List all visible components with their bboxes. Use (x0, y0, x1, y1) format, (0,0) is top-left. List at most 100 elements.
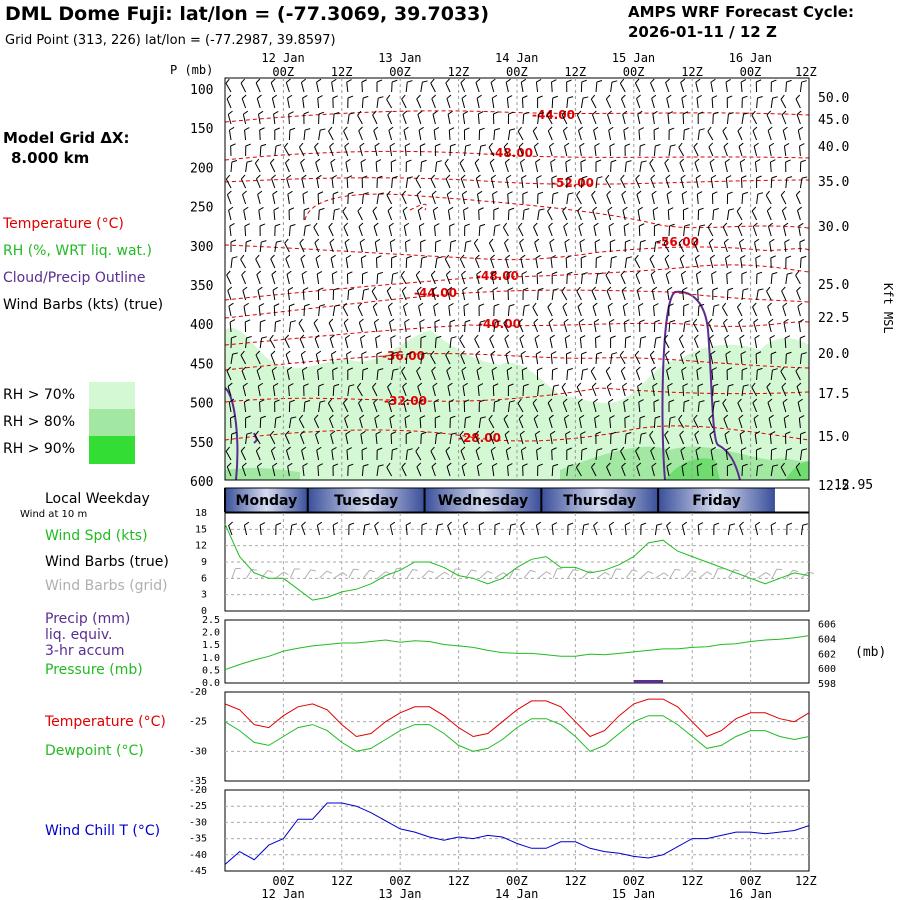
wind-barb (228, 302, 234, 317)
wind-barb (317, 287, 324, 301)
wind-barb (741, 191, 748, 205)
wind-barb (449, 432, 457, 445)
wind-barb (522, 191, 528, 205)
wind-barb (245, 415, 251, 428)
surface-barb (374, 521, 379, 536)
weekday-cell: Monday (224, 488, 308, 512)
wind-barb (711, 367, 717, 381)
wind-barb (434, 239, 441, 253)
wind-barb (475, 446, 481, 461)
wind-barb (405, 255, 412, 269)
wind-barb (287, 190, 293, 205)
wind-barb (274, 399, 280, 413)
wind-barb (284, 430, 290, 445)
wind-barb (461, 190, 468, 205)
wind-barb (682, 111, 689, 125)
wind-barb (229, 415, 236, 429)
wind-barb (478, 127, 485, 141)
wind-barb (329, 238, 335, 253)
wind-barb (653, 223, 660, 236)
wind-barb (318, 304, 325, 317)
wind-barb (620, 94, 626, 109)
wind-barb (230, 239, 237, 252)
wind-barb (681, 94, 687, 109)
wind-barb (474, 254, 480, 269)
wind-barb (797, 398, 803, 413)
pressure-tick-right: 598 (818, 679, 836, 690)
wind-barb (431, 94, 437, 109)
wind-barb (593, 318, 600, 333)
pressure-tick: 450 (190, 357, 213, 372)
wind-barb (591, 110, 597, 125)
wind-barb (419, 143, 426, 157)
wind-barb (256, 462, 263, 477)
top-time-tick: 00Z (623, 65, 645, 79)
wind-barb (766, 110, 772, 125)
wind-barb (767, 302, 772, 317)
wind-barb (725, 78, 731, 93)
wind-barb (665, 446, 671, 461)
wind-barb (606, 462, 612, 477)
wind-barb (549, 334, 555, 349)
wind-barb (303, 111, 309, 125)
wind-barb (255, 446, 261, 461)
wind-barb (358, 318, 364, 333)
wind-barb (740, 175, 747, 189)
wind-barb (639, 239, 646, 253)
wind-barb (273, 303, 280, 317)
wind-barb (610, 431, 617, 445)
wind-barb (361, 464, 369, 477)
wind-barb (288, 127, 296, 141)
wind-barb (391, 255, 397, 268)
bottom-time-tick: 00Z (740, 874, 762, 888)
wind-barb (225, 78, 232, 93)
wind-barb (329, 334, 335, 349)
wind-barb (622, 110, 628, 125)
wind-barb (288, 416, 297, 429)
wind-barb (478, 207, 484, 221)
wind-barb (359, 142, 365, 157)
wind-barb (240, 350, 247, 365)
surface-barb (697, 522, 704, 536)
wind-barb (770, 272, 778, 285)
wind-barb (679, 430, 685, 445)
wind-barb (434, 432, 442, 445)
wind-barb (332, 191, 339, 204)
wind-barb (300, 158, 305, 173)
wind-barb (389, 142, 395, 157)
model-grid-label: Model Grid ΔX: (3, 129, 130, 147)
wind-barb (373, 126, 379, 141)
wind-barb (284, 238, 290, 253)
wind-barb (403, 398, 409, 413)
cross-section-panel: -44.00-48.00-52.00-56.00-48.00-44.00-40.… (170, 51, 895, 494)
wind-barb (316, 78, 322, 93)
height-tick: 25.0 (818, 278, 849, 293)
wind-barb (404, 318, 410, 333)
wind-barb (680, 270, 687, 285)
wind-barb (375, 255, 382, 269)
wind-barb (229, 319, 236, 333)
surface-barb (727, 523, 736, 536)
wind-barb (226, 190, 232, 205)
wind-barb (230, 143, 236, 157)
wind-barb (269, 158, 276, 173)
wind-barb (328, 222, 334, 237)
wind-barb (518, 142, 524, 157)
wind-barb (781, 206, 787, 221)
wind-barb (488, 238, 495, 253)
wind-barb (449, 336, 457, 349)
wind-barb (269, 430, 276, 445)
wind-barb (405, 352, 413, 365)
wind-barb (708, 142, 714, 157)
wind-barb (550, 158, 556, 173)
wind-barb (520, 446, 527, 461)
wind-barb (755, 79, 762, 93)
wind-barb (373, 318, 380, 333)
grid-barb (655, 572, 669, 579)
wind-barb (255, 78, 261, 93)
wind-barb (621, 286, 627, 301)
wind-barb (387, 302, 393, 317)
wind-barb (254, 158, 261, 173)
wind-barb (712, 304, 720, 317)
wind-barb (519, 238, 524, 253)
